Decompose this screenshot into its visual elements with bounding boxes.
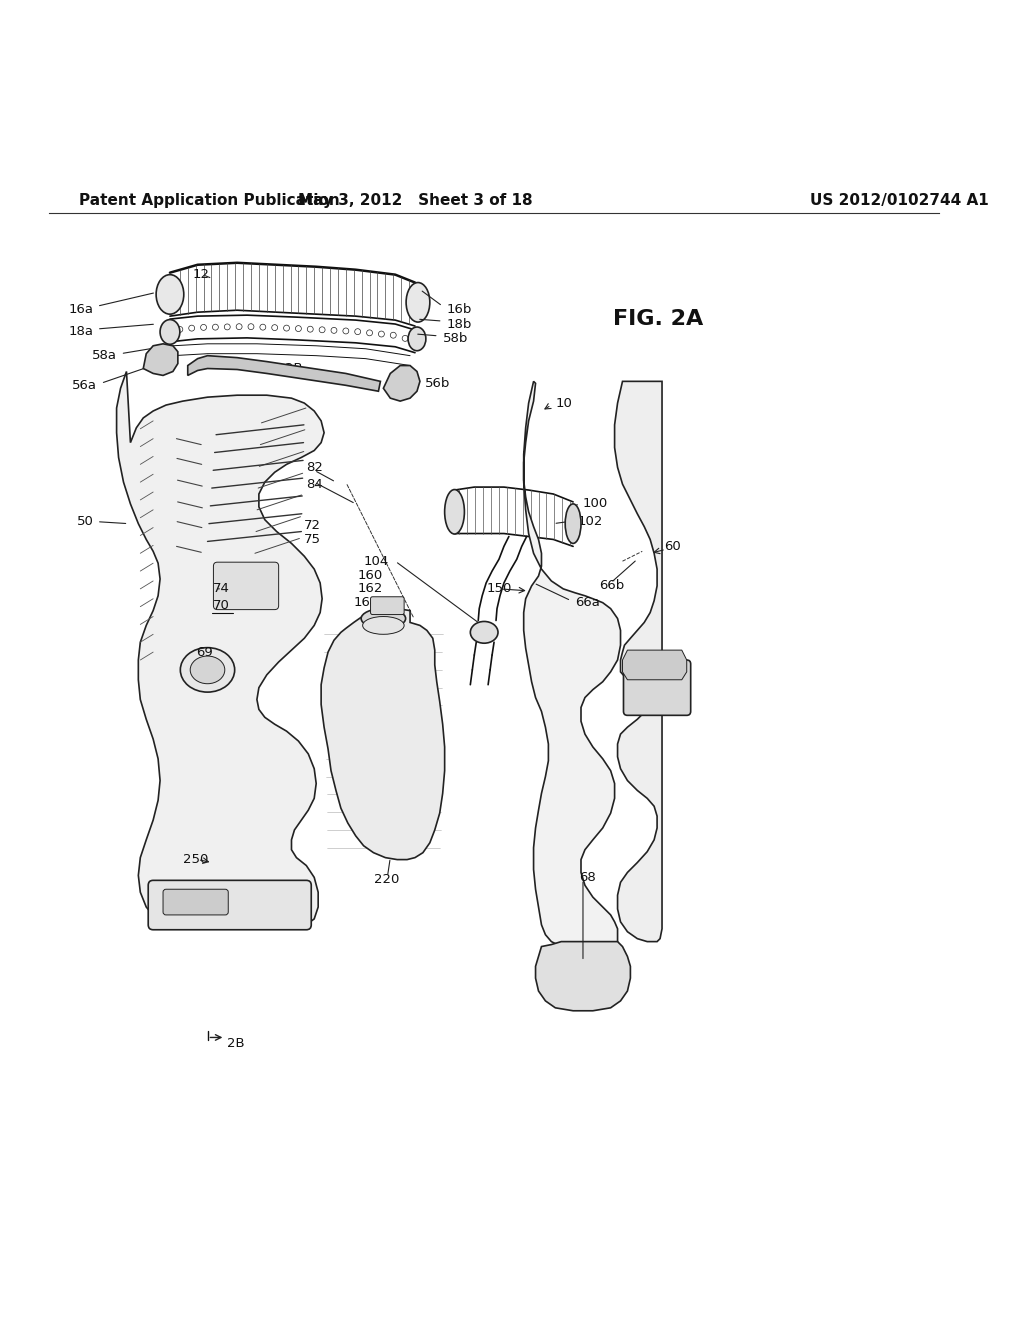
Ellipse shape bbox=[156, 275, 183, 314]
Ellipse shape bbox=[407, 282, 430, 322]
Text: 72: 72 bbox=[304, 519, 322, 532]
Text: 58b: 58b bbox=[442, 333, 468, 346]
Text: 84: 84 bbox=[306, 478, 323, 491]
Text: 66a: 66a bbox=[575, 597, 600, 610]
Ellipse shape bbox=[361, 609, 406, 628]
Text: 58a: 58a bbox=[91, 350, 117, 362]
Text: 14: 14 bbox=[212, 358, 229, 370]
Ellipse shape bbox=[565, 504, 581, 544]
Polygon shape bbox=[187, 355, 381, 391]
Text: 102: 102 bbox=[578, 515, 603, 528]
FancyBboxPatch shape bbox=[163, 890, 228, 915]
Text: 150: 150 bbox=[486, 582, 512, 595]
Text: 2B: 2B bbox=[227, 1038, 245, 1049]
Text: 104: 104 bbox=[364, 554, 389, 568]
FancyBboxPatch shape bbox=[213, 562, 279, 610]
Text: 10: 10 bbox=[555, 396, 572, 409]
Text: 18b: 18b bbox=[446, 318, 472, 330]
Text: 12: 12 bbox=[193, 268, 210, 281]
Polygon shape bbox=[143, 343, 178, 375]
Text: 68: 68 bbox=[579, 871, 596, 884]
Text: 69: 69 bbox=[196, 645, 212, 659]
Polygon shape bbox=[623, 651, 687, 680]
Text: 50: 50 bbox=[77, 515, 94, 528]
Polygon shape bbox=[536, 941, 631, 1011]
Text: 74: 74 bbox=[212, 582, 229, 595]
Text: 2B: 2B bbox=[285, 362, 302, 375]
Ellipse shape bbox=[190, 656, 225, 684]
Text: 70: 70 bbox=[212, 599, 229, 612]
Ellipse shape bbox=[444, 490, 465, 535]
Text: FIG. 2A: FIG. 2A bbox=[612, 309, 702, 329]
Ellipse shape bbox=[362, 616, 404, 635]
Text: 16a: 16a bbox=[69, 302, 94, 315]
Text: 162: 162 bbox=[357, 582, 383, 595]
Text: 64: 64 bbox=[633, 652, 649, 664]
Text: 16b: 16b bbox=[446, 302, 472, 315]
Text: Patent Application Publication: Patent Application Publication bbox=[79, 193, 340, 209]
Text: May 3, 2012   Sheet 3 of 18: May 3, 2012 Sheet 3 of 18 bbox=[298, 193, 532, 209]
Text: 75: 75 bbox=[304, 533, 322, 546]
Text: 56b: 56b bbox=[425, 376, 451, 389]
Ellipse shape bbox=[470, 622, 498, 643]
Text: 164: 164 bbox=[353, 597, 379, 610]
FancyBboxPatch shape bbox=[624, 660, 690, 715]
Text: 250: 250 bbox=[183, 853, 208, 866]
Polygon shape bbox=[523, 381, 621, 946]
Ellipse shape bbox=[409, 327, 426, 351]
FancyBboxPatch shape bbox=[148, 880, 311, 929]
Text: US 2012/0102744 A1: US 2012/0102744 A1 bbox=[810, 193, 989, 209]
Text: 56a: 56a bbox=[72, 379, 97, 392]
Text: 66b: 66b bbox=[599, 579, 624, 593]
Text: 62: 62 bbox=[633, 681, 649, 694]
Text: 220: 220 bbox=[374, 873, 399, 886]
Polygon shape bbox=[322, 609, 444, 859]
Text: 18a: 18a bbox=[69, 326, 94, 338]
Text: 100: 100 bbox=[583, 498, 608, 511]
Text: 82: 82 bbox=[306, 461, 324, 474]
Text: 160: 160 bbox=[357, 569, 383, 582]
Ellipse shape bbox=[180, 648, 234, 692]
FancyBboxPatch shape bbox=[371, 597, 404, 615]
Text: 60: 60 bbox=[664, 540, 681, 553]
Polygon shape bbox=[614, 381, 663, 941]
Polygon shape bbox=[383, 366, 420, 401]
Ellipse shape bbox=[160, 319, 180, 345]
Polygon shape bbox=[117, 371, 325, 925]
